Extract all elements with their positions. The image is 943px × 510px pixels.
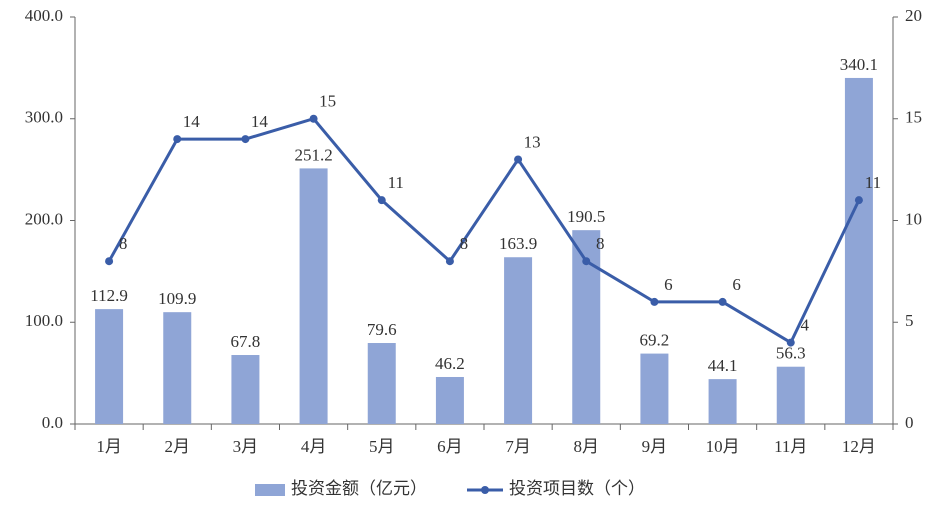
line-value-label: 6 [732, 275, 741, 294]
x-tick-label: 1月 [96, 437, 122, 456]
x-tick-label: 10月 [706, 437, 740, 456]
bar [435, 376, 464, 424]
legend-label: 投资项目数（个） [509, 479, 645, 498]
y-tick-label: 400.0 [25, 6, 63, 25]
x-tick-label: 8月 [574, 437, 600, 456]
bar-value-label: 69.2 [640, 330, 670, 349]
bar [708, 379, 737, 424]
line-value-label: 11 [865, 173, 881, 192]
x-tick-label: 12月 [842, 437, 876, 456]
line-value-label: 8 [460, 234, 469, 253]
x-tick-label: 4月 [301, 437, 327, 456]
legend-label: 投资金额（亿元） [291, 479, 427, 498]
line-value-label: 14 [183, 112, 201, 131]
bar [504, 257, 533, 424]
bar [640, 353, 669, 424]
x-tick-label: 7月 [505, 437, 531, 456]
y2-tick-label: 10 [905, 209, 922, 228]
y-tick-label: 300.0 [25, 108, 63, 127]
bar-value-label: 340.1 [840, 55, 878, 74]
bar [163, 312, 192, 424]
y2-tick-label: 5 [905, 311, 914, 330]
bar-value-label: 163.9 [499, 234, 537, 253]
line-point [241, 135, 250, 144]
line-value-label: 13 [524, 132, 541, 151]
bar-value-label: 190.5 [567, 207, 605, 226]
y-tick-label: 0.0 [42, 413, 63, 432]
y2-tick-label: 15 [905, 108, 922, 127]
line-point [173, 135, 182, 144]
line-value-label: 8 [596, 234, 605, 253]
x-tick-label: 9月 [642, 437, 668, 456]
line-point [786, 338, 795, 347]
y2-tick-label: 20 [905, 6, 922, 25]
line-point [445, 257, 454, 266]
line-value-label: 8 [119, 234, 128, 253]
bar-value-label: 79.6 [367, 320, 397, 339]
bar [776, 366, 805, 424]
line-point [105, 257, 114, 266]
y2-tick-label: 0 [905, 413, 914, 432]
line-point [718, 297, 727, 306]
line-point [377, 196, 386, 205]
line-value-label: 15 [319, 92, 336, 111]
legend-swatch-point [481, 486, 489, 494]
bar-value-label: 112.9 [90, 286, 128, 305]
x-tick-label: 5月 [369, 437, 395, 456]
line-point [650, 297, 659, 306]
line [107, 117, 861, 345]
x-tick-label: 2月 [165, 437, 191, 456]
x-tick-label: 6月 [437, 437, 463, 456]
line-value-label: 4 [801, 316, 810, 335]
bar-value-label: 44.1 [708, 356, 738, 375]
bar-value-label: 56.3 [776, 344, 806, 363]
bar [299, 168, 328, 424]
y-tick-label: 200.0 [25, 209, 63, 228]
bar [844, 77, 873, 425]
y-tick-label: 100.0 [25, 311, 63, 330]
line-value-label: 11 [388, 173, 404, 192]
line-point [854, 196, 863, 205]
bar [231, 355, 260, 424]
line-point [514, 155, 523, 164]
bar [95, 309, 124, 424]
legend-swatch [255, 484, 285, 496]
bar [367, 343, 396, 424]
x-tick-label: 3月 [233, 437, 259, 456]
line-value-label: 14 [251, 112, 269, 131]
bar-value-label: 251.2 [294, 145, 332, 164]
bar-value-label: 109.9 [158, 289, 196, 308]
line-value-label: 6 [664, 275, 673, 294]
line-point [309, 114, 318, 123]
bar-value-label: 46.2 [435, 354, 465, 373]
x-tick-label: 11月 [774, 437, 807, 456]
line-point [582, 257, 591, 266]
bar-value-label: 67.8 [231, 332, 261, 351]
